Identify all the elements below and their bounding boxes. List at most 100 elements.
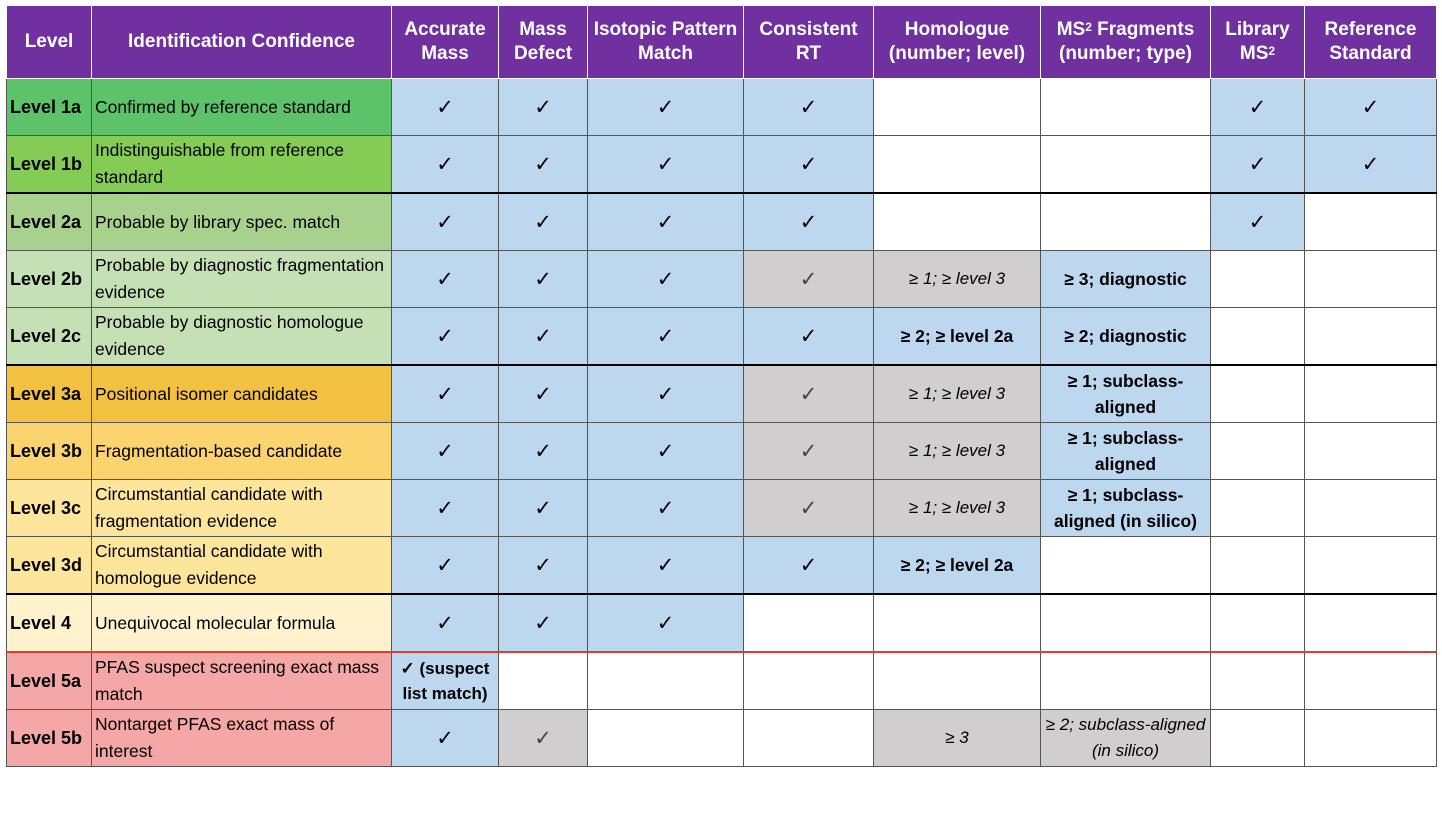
table-row-level-2a: Level 2a Probable by library spec. match… bbox=[6, 192, 1437, 251]
level-cell: Level 5b bbox=[6, 709, 92, 767]
consistent-rt-cell: ✓ bbox=[743, 307, 874, 366]
level-cell: Level 1a bbox=[6, 78, 92, 136]
ms2-fragments-cell bbox=[1040, 78, 1211, 136]
level-cell: Level 3d bbox=[6, 536, 92, 595]
accurate-mass-cell: ✓ (suspect list match) bbox=[391, 651, 499, 710]
table-row-level-5a: Level 5a PFAS suspect screening exact ma… bbox=[6, 651, 1437, 710]
library-ms2-cell bbox=[1210, 307, 1305, 366]
header-library-ms: MS bbox=[1239, 43, 1269, 64]
description-cell: Confirmed by reference standard bbox=[91, 78, 392, 136]
consistent-rt-cell: ✓ bbox=[743, 422, 874, 480]
reference-standard-cell: ✓ bbox=[1304, 135, 1437, 194]
mass-defect-cell bbox=[498, 651, 588, 710]
accurate-mass-cell: ✓ bbox=[391, 135, 499, 194]
level-cell: Level 2c bbox=[6, 307, 92, 366]
table-row-level-2b: Level 2b Probable by diagnostic fragment… bbox=[6, 250, 1437, 308]
isotopic-pattern-cell: ✓ bbox=[587, 479, 744, 537]
consistent-rt-cell: ✓ bbox=[743, 536, 874, 595]
consistent-rt-cell: ✓ bbox=[743, 192, 874, 251]
reference-standard-cell bbox=[1304, 192, 1437, 251]
accurate-mass-cell: ✓ bbox=[391, 709, 499, 767]
homologue-cell bbox=[873, 135, 1041, 194]
consistent-rt-cell: ✓ bbox=[743, 479, 874, 537]
homologue-cell: ≥ 1; ≥ level 3 bbox=[873, 364, 1041, 423]
homologue-cell: ≥ 3 bbox=[873, 709, 1041, 767]
ms2-fragments-cell bbox=[1040, 135, 1211, 194]
table-row-level-5b: Level 5b Nontarget PFAS exact mass of in… bbox=[6, 709, 1437, 767]
header-identification-confidence: Identification Confidence bbox=[91, 5, 392, 79]
homologue-cell: ≥ 1; ≥ level 3 bbox=[873, 250, 1041, 308]
header-level: Level bbox=[6, 5, 92, 79]
description-cell: Probable by library spec. match bbox=[91, 192, 392, 251]
table-row-level-3a: Level 3a Positional isomer candidates ✓ … bbox=[6, 364, 1437, 423]
ms2-fragments-cell: ≥ 1; subclass-aligned (in silico) bbox=[1040, 479, 1211, 537]
library-ms2-cell bbox=[1210, 250, 1305, 308]
header-ms2-superscript: 2 bbox=[1085, 20, 1092, 34]
header-ms2-number-type: (number; type) bbox=[1059, 43, 1192, 64]
mass-defect-cell: ✓ bbox=[498, 192, 588, 251]
ms2-fragments-cell: ≥ 3; diagnostic bbox=[1040, 250, 1211, 308]
header-homologue: Homologue (number; level) bbox=[873, 5, 1041, 79]
isotopic-pattern-cell: ✓ bbox=[587, 364, 744, 423]
accurate-mass-cell: ✓ bbox=[391, 422, 499, 480]
ms2-fragments-cell bbox=[1040, 536, 1211, 595]
mass-defect-cell: ✓ bbox=[498, 364, 588, 423]
accurate-mass-cell: ✓ bbox=[391, 192, 499, 251]
header-accurate-mass: Accurate Mass bbox=[391, 5, 499, 79]
homologue-cell bbox=[873, 78, 1041, 136]
level-cell: Level 3c bbox=[6, 479, 92, 537]
isotopic-pattern-cell: ✓ bbox=[587, 78, 744, 136]
level-cell: Level 4 bbox=[6, 593, 92, 653]
header-mass-defect: Mass Defect bbox=[498, 5, 588, 79]
library-ms2-cell: ✓ bbox=[1210, 135, 1305, 194]
accurate-mass-cell: ✓ bbox=[391, 536, 499, 595]
reference-standard-cell bbox=[1304, 307, 1437, 366]
isotopic-pattern-cell: ✓ bbox=[587, 536, 744, 595]
ms2-fragments-cell: ≥ 2; subclass-aligned (in silico) bbox=[1040, 709, 1211, 767]
identification-confidence-table: Level Identification Confidence Accurate… bbox=[6, 5, 1437, 767]
mass-defect-cell: ✓ bbox=[498, 307, 588, 366]
homologue-cell: ≥ 2; ≥ level 2a bbox=[873, 536, 1041, 595]
table-row-level-4: Level 4 Unequivocal molecular formula ✓ … bbox=[6, 593, 1437, 653]
table-row-level-1a: Level 1a Confirmed by reference standard… bbox=[6, 78, 1437, 136]
accurate-mass-cell: ✓ bbox=[391, 250, 499, 308]
reference-standard-cell bbox=[1304, 709, 1437, 767]
reference-standard-cell bbox=[1304, 651, 1437, 710]
isotopic-pattern-cell bbox=[587, 651, 744, 710]
level-cell: Level 2a bbox=[6, 192, 92, 251]
reference-standard-cell bbox=[1304, 536, 1437, 595]
description-cell: Positional isomer candidates bbox=[91, 364, 392, 423]
accurate-mass-cell: ✓ bbox=[391, 307, 499, 366]
reference-standard-cell bbox=[1304, 479, 1437, 537]
library-ms2-cell bbox=[1210, 536, 1305, 595]
description-cell: Fragmentation-based candidate bbox=[91, 422, 392, 480]
description-cell: PFAS suspect screening exact mass match bbox=[91, 651, 392, 710]
mass-defect-cell: ✓ bbox=[498, 135, 588, 194]
mass-defect-cell: ✓ bbox=[498, 479, 588, 537]
ms2-fragments-cell bbox=[1040, 651, 1211, 710]
table-row-level-2c: Level 2c Probable by diagnostic homologu… bbox=[6, 307, 1437, 366]
consistent-rt-cell bbox=[743, 593, 874, 653]
mass-defect-cell: ✓ bbox=[498, 536, 588, 595]
mass-defect-cell: ✓ bbox=[498, 709, 588, 767]
description-cell: Probable by diagnostic homologue evidenc… bbox=[91, 307, 392, 366]
accurate-mass-cell: ✓ bbox=[391, 364, 499, 423]
ms2-fragments-cell: ≥ 1; subclass-aligned bbox=[1040, 422, 1211, 480]
description-cell: Circumstantial candidate with homologue … bbox=[91, 536, 392, 595]
library-ms2-cell bbox=[1210, 422, 1305, 480]
mass-defect-cell: ✓ bbox=[498, 78, 588, 136]
reference-standard-cell: ✓ bbox=[1304, 78, 1437, 136]
isotopic-pattern-cell: ✓ bbox=[587, 192, 744, 251]
homologue-cell bbox=[873, 651, 1041, 710]
header-isotopic-pattern-match: Isotopic Pattern Match bbox=[587, 5, 744, 79]
isotopic-pattern-cell: ✓ bbox=[587, 422, 744, 480]
isotopic-pattern-cell bbox=[587, 709, 744, 767]
reference-standard-cell bbox=[1304, 593, 1437, 653]
header-library-superscript: 2 bbox=[1268, 44, 1276, 58]
homologue-cell bbox=[873, 593, 1041, 653]
header-consistent-rt: Consistent RT bbox=[743, 5, 874, 79]
mass-defect-cell: ✓ bbox=[498, 250, 588, 308]
level-cell: Level 3a bbox=[6, 364, 92, 423]
mass-defect-cell: ✓ bbox=[498, 593, 588, 653]
confidence-table-container: Level Identification Confidence Accurate… bbox=[6, 5, 1437, 767]
